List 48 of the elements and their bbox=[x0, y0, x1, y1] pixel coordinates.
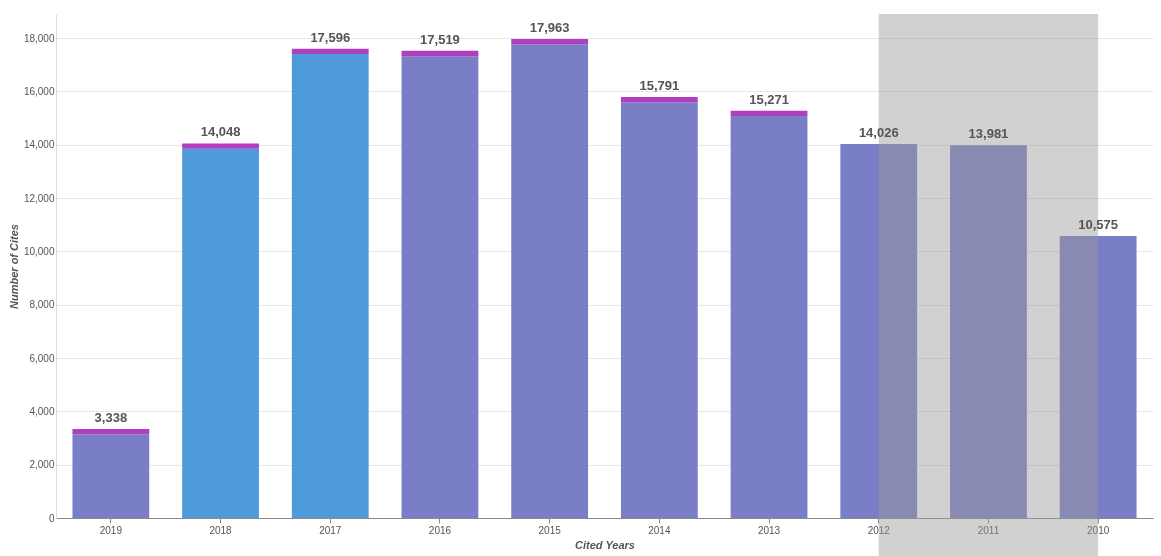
y-tick-label: 18,000 bbox=[23, 32, 55, 44]
x-tick-label: 2019 bbox=[99, 524, 123, 536]
total-label: 10,575 bbox=[1078, 217, 1119, 232]
bar bbox=[72, 434, 150, 518]
bar bbox=[72, 428, 150, 435]
x-tick-label: 2014 bbox=[648, 524, 671, 536]
bar bbox=[730, 116, 808, 518]
total-label: 3,338 bbox=[94, 409, 128, 425]
bar bbox=[950, 145, 1027, 518]
total-label: 15,791 bbox=[639, 77, 680, 93]
bar bbox=[291, 48, 369, 55]
y-tick-label: 4,000 bbox=[29, 405, 55, 417]
x-tick-label: 2015 bbox=[538, 524, 562, 536]
bar bbox=[401, 50, 479, 57]
y-tick-label: 0 bbox=[48, 512, 55, 524]
bar bbox=[620, 102, 698, 518]
y-tick-label: 12,000 bbox=[23, 192, 55, 204]
bar bbox=[511, 44, 589, 518]
total-label: 17,596 bbox=[310, 29, 351, 45]
x-tick-label: 2017 bbox=[319, 524, 342, 536]
x-tick-label: 2013 bbox=[757, 524, 781, 536]
y-tick-label: 6,000 bbox=[29, 352, 55, 364]
total-label: 14,026 bbox=[858, 124, 899, 140]
y-tick-label: 14,000 bbox=[23, 139, 55, 151]
total-label: 17,963 bbox=[529, 19, 570, 35]
total-label: 14,048 bbox=[200, 124, 241, 140]
x-tick-label: 2012 bbox=[867, 524, 891, 536]
bar bbox=[730, 110, 808, 117]
bar bbox=[182, 148, 259, 518]
y-axis-title: Number of Cites bbox=[7, 224, 20, 309]
bar bbox=[511, 38, 589, 45]
bar bbox=[182, 143, 259, 149]
bar bbox=[291, 54, 369, 518]
y-tick-label: 16,000 bbox=[23, 85, 55, 97]
bar bbox=[1059, 236, 1137, 518]
x-tick-label: 2010 bbox=[1087, 524, 1110, 536]
x-axis-title: Cited Years bbox=[575, 538, 635, 551]
y-tick-label: 2,000 bbox=[29, 459, 55, 471]
bar bbox=[401, 56, 479, 518]
total-label: 15,271 bbox=[749, 91, 789, 107]
y-tick-label: 8,000 bbox=[29, 299, 55, 311]
x-tick-label: 2018 bbox=[209, 524, 233, 536]
bar bbox=[620, 96, 698, 103]
total-label: 13,981 bbox=[968, 126, 1009, 142]
x-tick-label: 2016 bbox=[428, 524, 452, 536]
y-tick-label: 10,000 bbox=[23, 245, 55, 257]
total-label: 17,519 bbox=[420, 31, 460, 47]
x-tick-label: 2011 bbox=[977, 524, 1000, 536]
